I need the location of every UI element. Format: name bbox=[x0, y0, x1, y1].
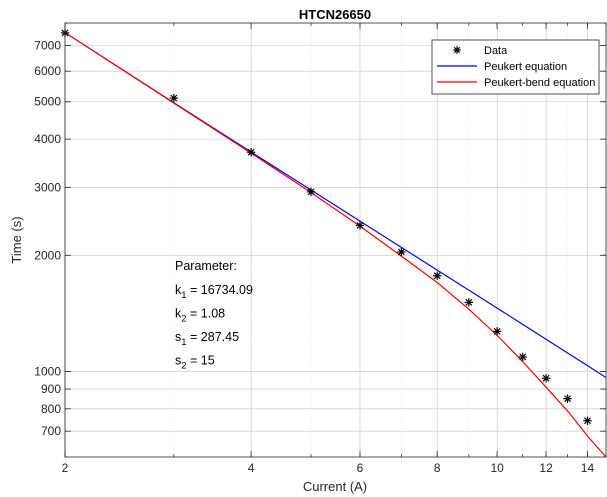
x-tick-label: 6 bbox=[357, 461, 364, 475]
x-tick-label: 12 bbox=[539, 461, 553, 475]
data-point bbox=[492, 327, 502, 336]
plot-frame bbox=[64, 22, 607, 458]
plot-area bbox=[65, 23, 606, 457]
legend-item-data: Data bbox=[453, 45, 508, 57]
y-tick-label: 6000 bbox=[34, 64, 61, 78]
data-point bbox=[433, 271, 442, 280]
legend-label-peukert-bend: Peukert-bend equation bbox=[484, 77, 595, 89]
y-tick-label: 700 bbox=[41, 424, 61, 438]
x-axis-label: Current (A) bbox=[303, 479, 367, 494]
legend-marker-asterisk bbox=[453, 46, 461, 54]
y-tick-label: 800 bbox=[41, 402, 61, 416]
y-tick-label: 3000 bbox=[34, 180, 61, 194]
data-point bbox=[306, 187, 316, 197]
data-point bbox=[246, 147, 256, 157]
y-tick-label: 900 bbox=[41, 382, 61, 396]
x-tick-label: 2 bbox=[62, 461, 69, 475]
data-point bbox=[541, 374, 551, 383]
x-tick-label: 4 bbox=[248, 461, 255, 475]
data-point bbox=[355, 221, 365, 230]
data-point bbox=[583, 416, 592, 425]
data-point bbox=[169, 93, 179, 103]
series-layer bbox=[60, 28, 606, 457]
y-tick-label: 1000 bbox=[34, 364, 61, 378]
chart-title: HTCN26650 bbox=[299, 7, 371, 22]
legend-item-peukert-bend: Peukert-bend equation bbox=[437, 77, 595, 89]
legend-asterisk-marker bbox=[453, 46, 461, 54]
series-line-peukert bbox=[65, 32, 606, 379]
data-point bbox=[563, 394, 572, 403]
annotation-parameter: s1 = 287.45 bbox=[175, 330, 239, 348]
legend-label-peukert: Peukert equation bbox=[484, 61, 567, 73]
legend-box bbox=[431, 39, 600, 95]
annotation-parameter: k1 = 16734.09 bbox=[175, 283, 253, 301]
data-point bbox=[397, 247, 406, 257]
series-line-peukert-bend bbox=[65, 32, 606, 457]
legend-label-data: Data bbox=[484, 45, 508, 57]
x-tick-label: 14 bbox=[581, 461, 595, 475]
legend-item-peukert: Peukert equation bbox=[437, 61, 567, 73]
ticks bbox=[64, 22, 607, 458]
annotation-heading: Parameter: bbox=[175, 259, 237, 273]
parameter-annotation: Parameter: k1 = 16734.09 k2 = 1.08 s1 = 287… bbox=[175, 259, 253, 372]
annotation-parameter: s2 = 15 bbox=[175, 354, 215, 372]
y-tick-label: 2000 bbox=[34, 248, 61, 262]
data-point bbox=[464, 298, 474, 307]
y-axis-label: Time (s) bbox=[9, 216, 24, 263]
y-tick-label: 4000 bbox=[34, 132, 61, 146]
y-tick-label: 5000 bbox=[34, 95, 61, 109]
y-tick-label: 7000 bbox=[34, 38, 61, 52]
data-point bbox=[518, 352, 527, 362]
x-tick-label: 10 bbox=[490, 461, 504, 475]
annotation-parameter: k2 = 1.08 bbox=[175, 307, 225, 325]
grid bbox=[64, 22, 607, 458]
legend: Data Peukert equation Peukert-bend equat… bbox=[431, 39, 600, 95]
x-tick-label: 8 bbox=[434, 461, 441, 475]
tick-labels: 2 4 6 8 10 12 14 700 800 900 1000 2000 3000 4000 5000 6… bbox=[34, 38, 594, 475]
